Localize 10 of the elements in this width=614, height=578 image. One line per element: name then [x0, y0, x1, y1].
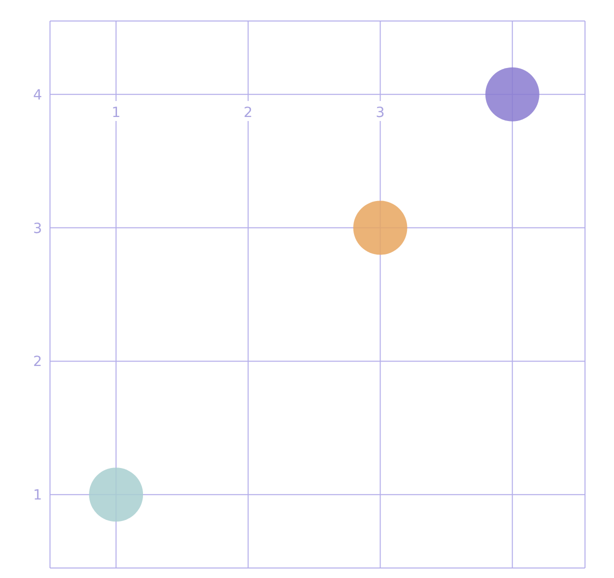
y-tick-label: 4 [33, 87, 42, 104]
y-tick-label: 3 [33, 220, 42, 237]
x-tick-label: 1 [112, 105, 121, 121]
point [353, 200, 408, 255]
y-tick-label: 2 [33, 354, 42, 370]
point [485, 67, 540, 122]
point [89, 468, 144, 522]
x-tick-label: 3 [376, 105, 385, 121]
x-tick-label: 2 [244, 105, 253, 121]
y-tick-label: 1 [33, 488, 42, 504]
